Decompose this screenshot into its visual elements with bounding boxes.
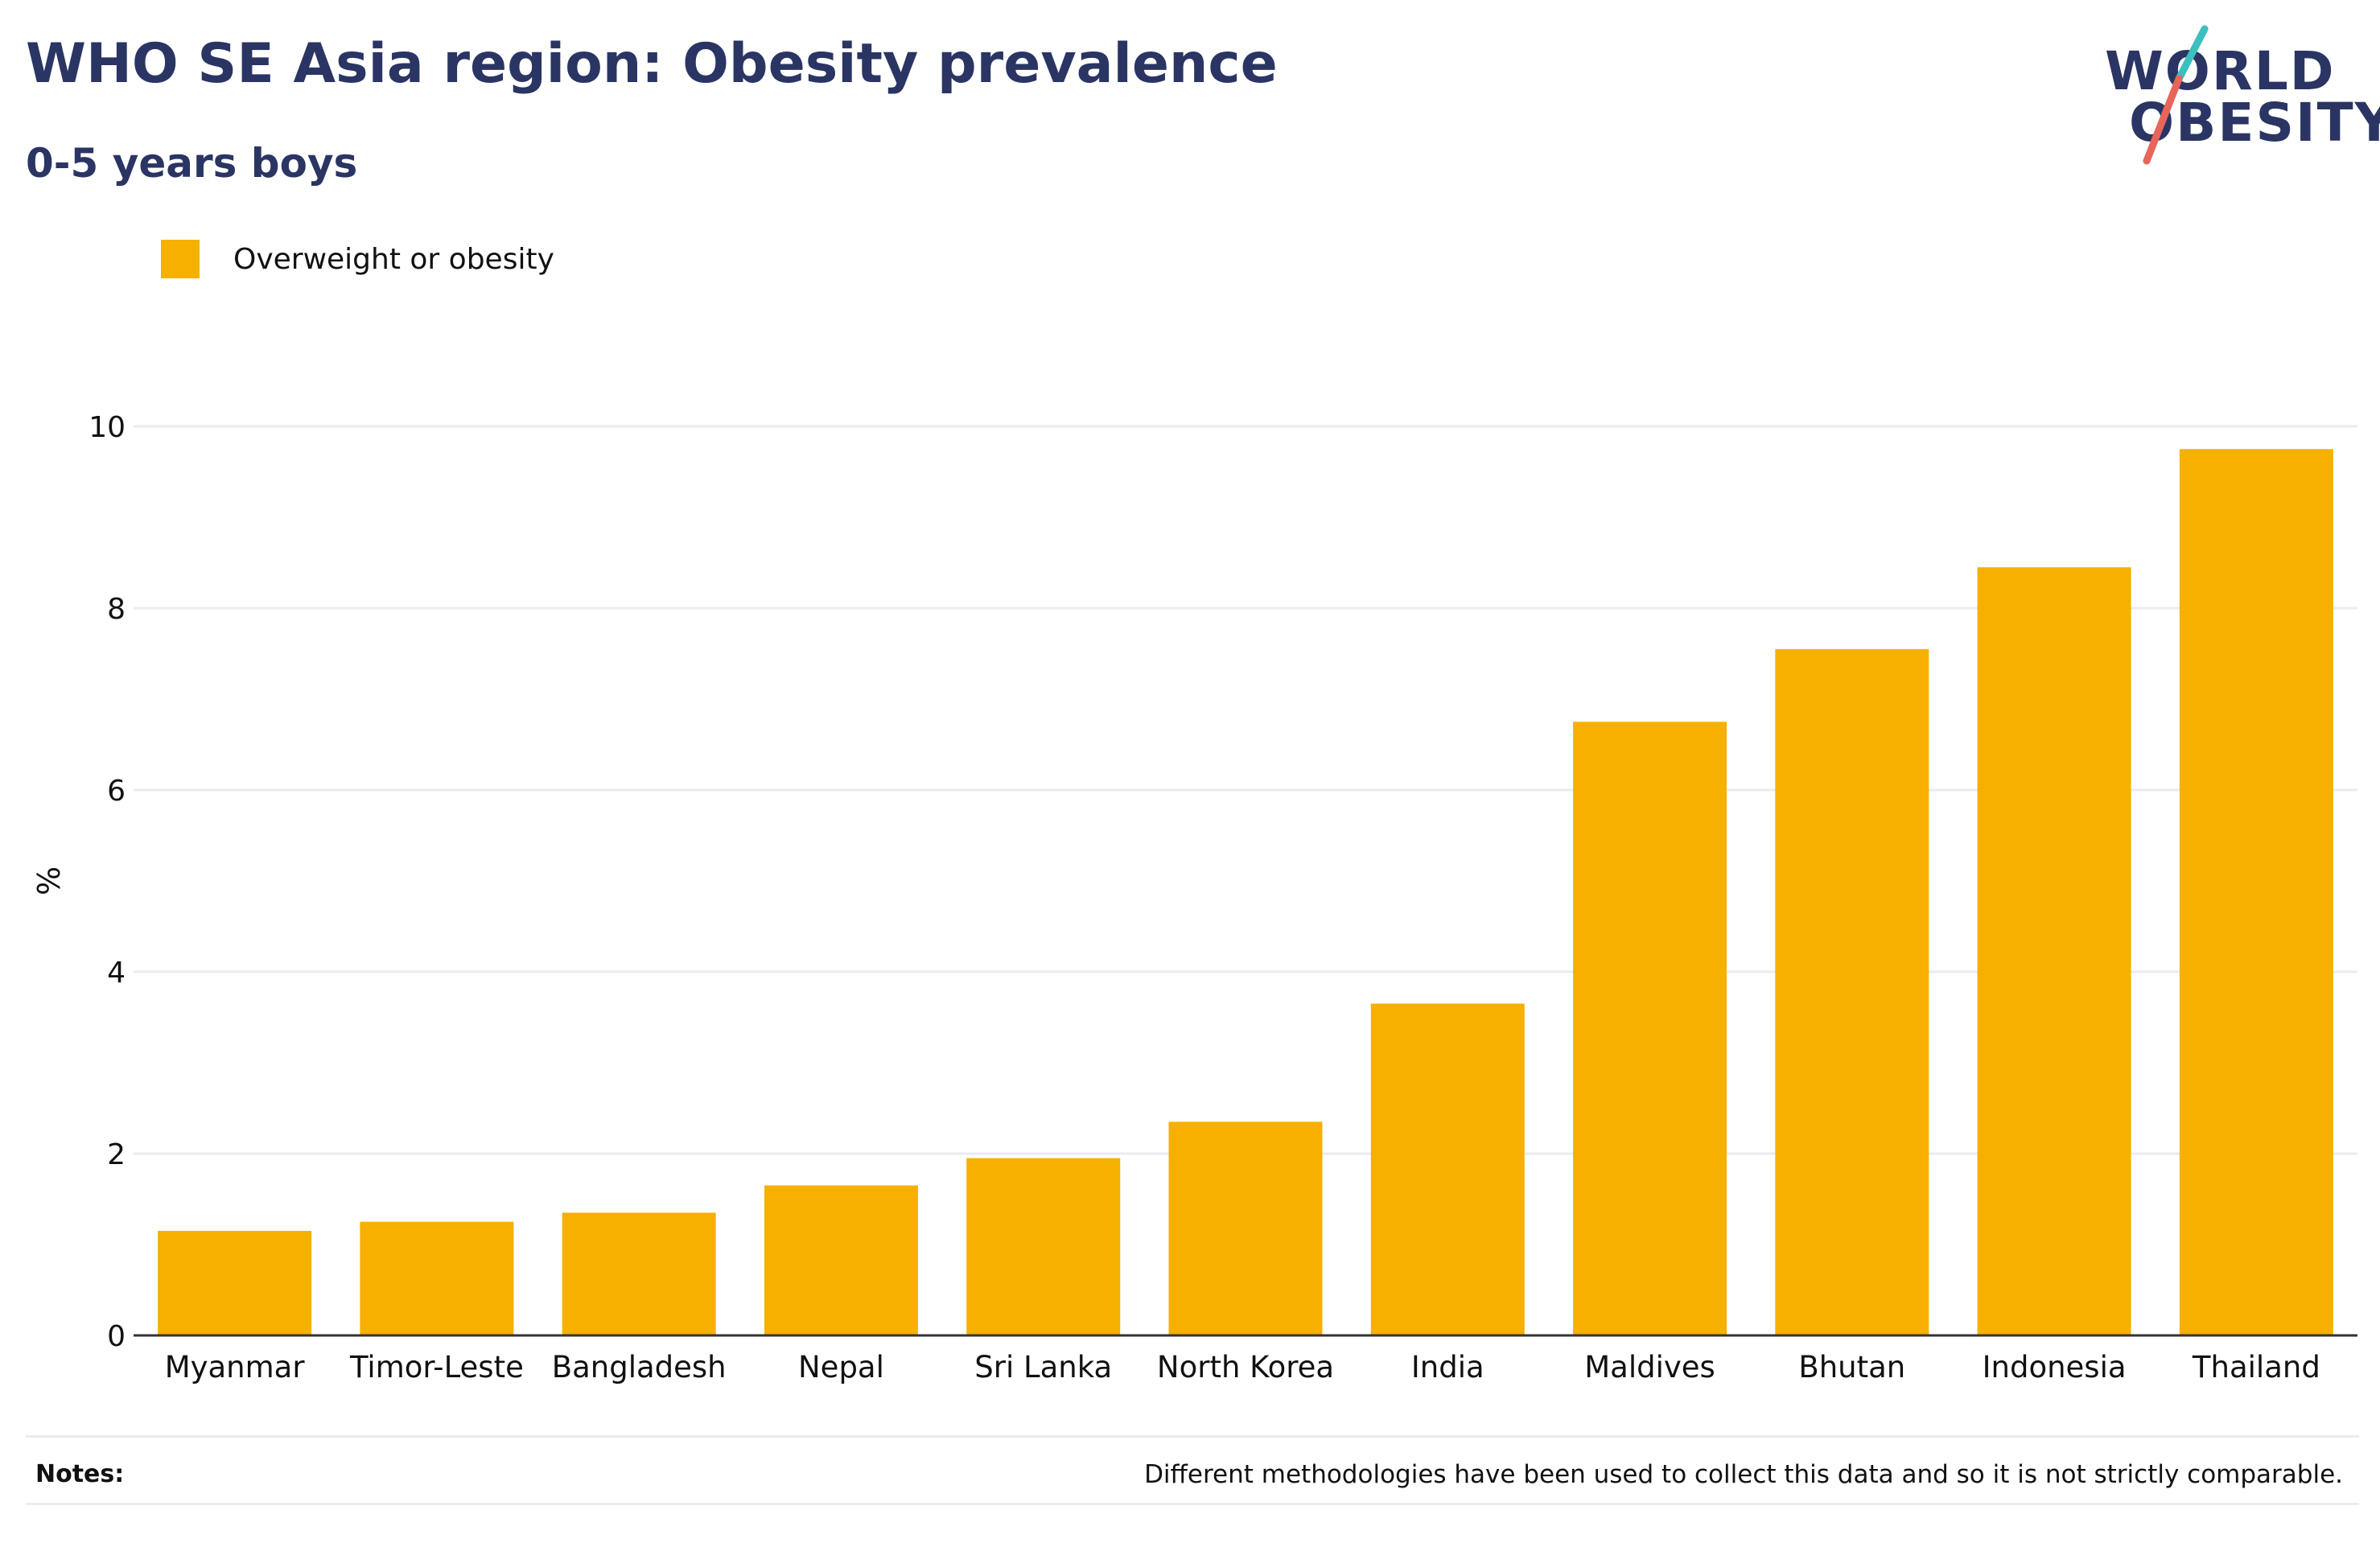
notes-top-divider <box>26 1435 2359 1438</box>
notes-label: Notes: <box>35 1460 125 1488</box>
world-obesity-logo: WORLD OBESITY <box>2092 24 2380 169</box>
bar-myanmar <box>158 1231 312 1335</box>
bar-indonesia <box>1977 567 2131 1335</box>
chart-title: WHO SE Asia region: Obesity prevalence <box>26 32 1278 96</box>
x-tick-label: Nepal <box>798 1350 884 1384</box>
x-tick-label: Sri Lanka <box>974 1350 1112 1384</box>
bar-sri-lanka <box>966 1158 1121 1335</box>
bar-india <box>1370 1003 1525 1335</box>
x-tick-label: Indonesia <box>1983 1350 2127 1384</box>
bar-timor-leste <box>360 1221 514 1335</box>
chart-legend: Overweight or obesity <box>161 239 554 279</box>
legend-label: Overweight or obesity <box>233 242 554 276</box>
y-tick-label: 6 <box>107 775 126 808</box>
bar-bangladesh <box>562 1212 716 1335</box>
x-tick-label: Timor-Leste <box>349 1350 524 1384</box>
y-tick-label: 4 <box>107 957 126 990</box>
y-tick-label: 10 <box>89 411 126 444</box>
x-tick-label: Maldives <box>1584 1350 1715 1384</box>
x-tick-label: Myanmar <box>165 1350 306 1384</box>
chart-subtitle: 0-5 years boys <box>26 140 358 187</box>
x-tick-label: Bhutan <box>1798 1350 1905 1384</box>
logo-word-world: WORLD <box>2105 40 2336 102</box>
x-tick-label: North Korea <box>1157 1350 1334 1384</box>
bar-nepal <box>764 1185 918 1335</box>
y-tick-label: 8 <box>107 593 126 626</box>
x-tick-label: Bangladesh <box>552 1350 727 1384</box>
y-tick-label: 0 <box>107 1320 126 1353</box>
notes-text: Different methodologies have been used t… <box>1144 1460 2343 1489</box>
logo-slash-icon <box>2143 25 2209 165</box>
bar-bhutan <box>1775 648 1929 1335</box>
notes-bottom-divider <box>26 1503 2359 1505</box>
bar-north-korea <box>1168 1121 1323 1335</box>
legend-swatch <box>161 240 200 278</box>
bar-thailand <box>2179 449 2333 1335</box>
x-tick-label: India <box>1411 1350 1484 1384</box>
y-axis-label: % <box>31 866 67 895</box>
y-tick-label: 2 <box>107 1138 126 1171</box>
bar-chart: 0 2 4 6 8 10% Myanmar Timor-Leste Bangladesh Nepa… <box>31 411 2357 1384</box>
bar-maldives <box>1573 722 1727 1335</box>
x-tick-label: Thailand <box>2192 1350 2320 1384</box>
